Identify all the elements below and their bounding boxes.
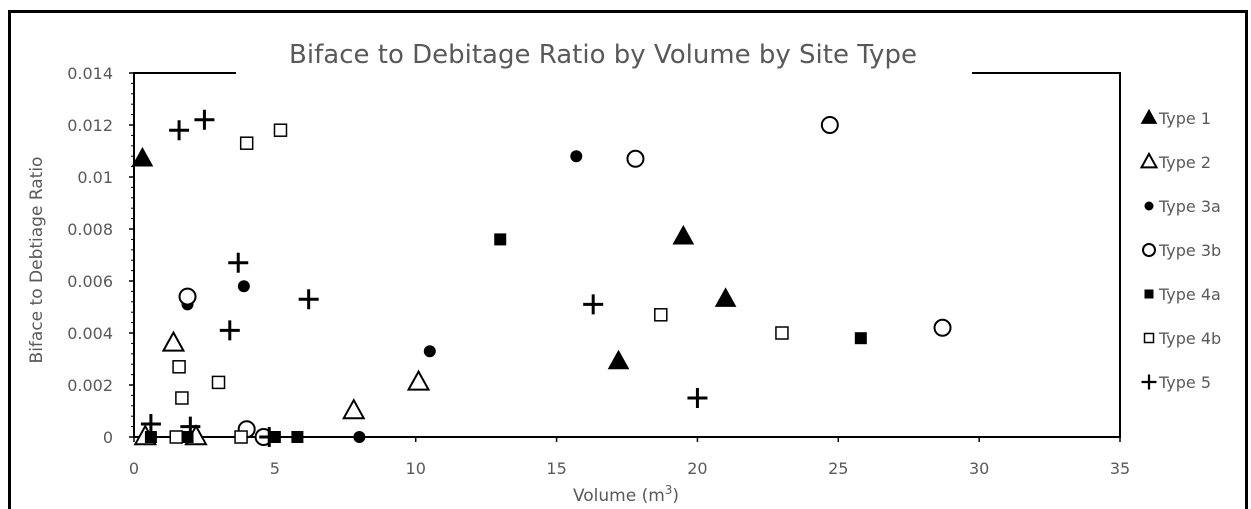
data-point xyxy=(211,375,226,390)
legend-label: Type 4a xyxy=(1158,285,1221,304)
x-tick-label: 20 xyxy=(687,459,707,478)
data-point xyxy=(194,109,215,130)
chart-frame xyxy=(8,10,1248,509)
x-tick-label: 15 xyxy=(546,459,566,478)
data-point xyxy=(273,123,288,137)
legend-item: Type 3a xyxy=(1144,197,1221,216)
series-type-4a xyxy=(144,233,867,443)
data-point xyxy=(583,294,604,315)
data-point xyxy=(626,149,645,168)
data-point xyxy=(298,289,319,310)
legend-item: Type 4b xyxy=(1143,329,1221,348)
series-type-5 xyxy=(140,109,708,447)
legend-marker xyxy=(1140,108,1158,124)
data-point xyxy=(234,430,248,444)
data-point xyxy=(820,116,839,134)
x-tick-label: 10 xyxy=(406,459,426,478)
x-axis-label: Volume (m3) xyxy=(573,483,679,506)
series-type-4b xyxy=(169,123,789,444)
data-point xyxy=(687,388,708,408)
legend-item: Type 4a xyxy=(1144,285,1221,304)
chart-title: Biface to Debitage Ratio by Volume by Si… xyxy=(289,40,917,70)
data-point xyxy=(169,120,190,141)
legend-label: Type 3b xyxy=(1158,241,1221,260)
series-type-3a xyxy=(181,150,583,443)
data-point xyxy=(494,233,507,246)
data-point xyxy=(933,318,952,337)
y-tick-label: 0.012 xyxy=(67,116,113,135)
data-point xyxy=(140,414,161,434)
data-point xyxy=(219,320,240,341)
y-tick-label: 0 xyxy=(103,428,113,447)
x-tick-label: 5 xyxy=(270,459,280,478)
chart-title-group: Biface to Debitage Ratio by Volume by Si… xyxy=(236,36,972,76)
x-axis-label-close: ) xyxy=(672,486,679,506)
data-point xyxy=(175,391,189,405)
legend-label: Type 5 xyxy=(1158,373,1211,392)
x-axis-label-main: Volume (m xyxy=(573,486,665,506)
axis-ticks: 0 0.002 0.004 0.006 0.008 0.01 0.012 0.014 0 5 10 1… xyxy=(67,64,1130,478)
data-point xyxy=(654,308,668,322)
data-point xyxy=(775,326,789,340)
legend-marker xyxy=(1143,332,1155,344)
y-tick-label: 0.004 xyxy=(67,324,113,343)
y-axis-label: Biface to Debtiage Ratio xyxy=(27,157,47,364)
series-type-3b xyxy=(178,116,952,446)
x-tick-label: 0 xyxy=(129,459,139,478)
data-point xyxy=(672,224,695,245)
data-point xyxy=(169,430,184,444)
legend: Type 1 Type 2 Type 3a Type 3b Type 4a Type 4b… xyxy=(1139,108,1221,392)
data-point xyxy=(342,398,366,420)
x-tick-label: 25 xyxy=(828,459,848,478)
legend-marker xyxy=(1144,289,1154,299)
data-point xyxy=(423,345,436,358)
data-point xyxy=(570,150,583,163)
data-point xyxy=(144,431,157,443)
data-point xyxy=(353,431,366,443)
legend-marker xyxy=(1144,201,1154,211)
data-point xyxy=(237,280,250,293)
series-type-2 xyxy=(133,330,431,446)
y-tick-label: 0.006 xyxy=(67,272,113,291)
data-point xyxy=(259,427,280,447)
series-type-1 xyxy=(131,146,737,370)
legend-label: Type 1 xyxy=(1158,109,1211,128)
data-point xyxy=(406,369,431,391)
legend-marker xyxy=(1139,151,1159,169)
data-point xyxy=(131,146,154,167)
data-point xyxy=(178,287,197,306)
data-point xyxy=(239,136,254,150)
data-point xyxy=(161,330,186,352)
data-points xyxy=(131,109,952,447)
legend-label: Type 3a xyxy=(1158,197,1221,216)
y-tick-label: 0.008 xyxy=(67,220,113,239)
data-point xyxy=(228,252,249,273)
legend-item: Type 2 xyxy=(1139,151,1211,172)
legend-marker xyxy=(1141,374,1157,390)
y-tick-label: 0.014 xyxy=(67,64,113,83)
data-point xyxy=(714,287,737,307)
legend-label: Type 2 xyxy=(1158,153,1211,172)
chart-title-background xyxy=(236,36,972,76)
x-axis-label-superscript: 3 xyxy=(665,483,673,497)
legend-item: Type 1 xyxy=(1140,108,1211,128)
legend-item: Type 3b xyxy=(1142,241,1221,260)
data-point xyxy=(607,349,630,370)
legend-label: Type 4b xyxy=(1158,329,1221,348)
data-point xyxy=(180,416,201,437)
x-tick-label: 35 xyxy=(1110,459,1130,478)
y-tick-label: 0.002 xyxy=(67,376,113,395)
data-point xyxy=(854,332,867,345)
data-point xyxy=(291,431,304,443)
y-tick-label: 0.01 xyxy=(77,168,113,187)
x-tick-label: 30 xyxy=(969,459,989,478)
legend-marker xyxy=(1142,243,1156,257)
legend-item: Type 5 xyxy=(1141,373,1211,392)
data-point xyxy=(172,360,186,374)
